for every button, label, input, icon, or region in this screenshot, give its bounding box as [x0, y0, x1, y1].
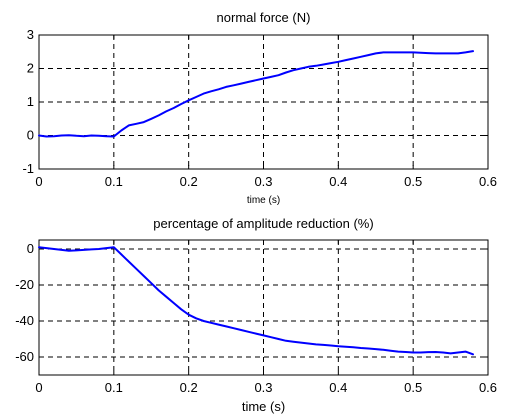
x-tick-label: 0	[35, 174, 42, 189]
y-tick-label: -20	[15, 277, 34, 292]
x-tick-label: 0.2	[180, 174, 198, 189]
y-tick-label: -1	[22, 161, 34, 176]
x-tick-label: 0.2	[180, 380, 198, 395]
x-tick-label: 0.5	[404, 380, 422, 395]
y-tick-label: 1	[27, 94, 34, 109]
x-axis-label-bottom: time (s)	[242, 399, 285, 414]
y-tick-label: -60	[15, 349, 34, 364]
y-tick-label: 0	[27, 128, 34, 143]
x-tick-label: 0.5	[404, 174, 422, 189]
x-tick-label: 0.1	[105, 380, 123, 395]
y-tick-label: 3	[27, 27, 34, 42]
x-ticks-bottom: 0 0.1 0.2 0.3 0.4 0.5 0.6	[35, 240, 497, 395]
amplitude-reduction-title: percentage of amplitude reduction (%)	[153, 216, 373, 231]
amplitude-reduction-line	[38, 246, 474, 356]
normal-force-title: normal force (N)	[217, 10, 311, 25]
x-tick-label: 0.3	[254, 380, 272, 395]
amplitude-reduction-plot: 0 0.1 0.2 0.3 0.4 0.5 0.6 -60 -40 -20 0 percentag…	[15, 216, 497, 414]
x-tick-label: 0.4	[329, 174, 347, 189]
y-ticks-bottom: -60 -40 -20 0	[15, 241, 488, 364]
x-axis-label-top: time (s)	[247, 195, 280, 206]
y-tick-label: -40	[15, 313, 34, 328]
x-tick-label: 0.6	[479, 174, 497, 189]
x-tick-label: 0.4	[329, 380, 347, 395]
grid-bottom	[39, 240, 488, 375]
y-tick-label: 0	[27, 241, 34, 256]
normal-force-line	[38, 50, 474, 138]
x-tick-label: 0.3	[254, 174, 272, 189]
y-tick-label: 2	[27, 61, 34, 76]
x-ticks-top: 0 0.1 0.2 0.3 0.4 0.5 0.6	[35, 35, 497, 189]
x-tick-label: 0	[35, 380, 42, 395]
x-tick-label: 0.6	[479, 380, 497, 395]
x-tick-label: 0.1	[105, 174, 123, 189]
